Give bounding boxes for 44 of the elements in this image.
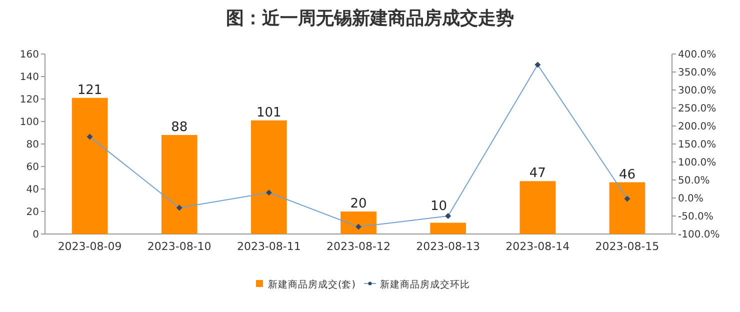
data-label: 20 (350, 196, 367, 212)
y-tick-label: 40 (26, 184, 39, 196)
bar (72, 98, 108, 234)
data-label: 10 (430, 199, 448, 214)
y2-tick-label: 100.0% (678, 158, 716, 168)
chart-title: 图：近一周无锡新建商品房成交走势 (226, 8, 514, 29)
y-tick-label: 20 (26, 207, 39, 218)
bar (430, 222, 466, 234)
x-tick-label: 2023-08-11 (236, 240, 301, 253)
y2-tick-label: 400.0% (678, 50, 716, 60)
data-label: 46 (618, 167, 636, 182)
bar (520, 181, 556, 234)
y2-tick-label: 0.0% (678, 194, 704, 204)
x-tick-label: 2023-08-10 (147, 240, 212, 253)
y2-tick-label: 50.0% (678, 176, 710, 186)
y2-tick-label: 200.0% (678, 122, 716, 132)
x-tick-label: 2023-08-14 (506, 240, 570, 253)
legend-label: 新建商品房成交(套) (268, 278, 356, 290)
legend-label: 新建商品房成交环比 (380, 278, 470, 290)
y2-tick-label: -100.0% (678, 230, 720, 240)
x-tick-label: 2023-08-12 (326, 240, 390, 253)
data-label: 88 (171, 120, 188, 135)
y2-tick-label: 250.0% (678, 104, 716, 114)
x-tick-label: 2023-08-15 (595, 240, 660, 253)
y-tick-label: 160 (20, 50, 39, 60)
y-tick-label: 100 (20, 117, 39, 128)
y-tick-label: 80 (26, 140, 39, 150)
x-tick-label: 2023-08-13 (416, 240, 480, 253)
y-tick-label: 120 (20, 94, 39, 106)
data-label: 47 (529, 166, 546, 182)
y-tick-label: 0 (32, 230, 39, 240)
y2-tick-label: -50.0% (678, 212, 714, 222)
bar (340, 212, 376, 234)
y2-tick-label: 300.0% (678, 86, 716, 96)
x-tick-label: 2023-08-09 (58, 240, 122, 253)
bar (609, 182, 646, 234)
y-tick-label: 60 (26, 162, 39, 173)
y2-tick-label: 150.0% (678, 140, 716, 150)
data-label: 121 (77, 82, 102, 98)
data-label: 101 (256, 105, 282, 120)
bar (161, 135, 198, 234)
y2-tick-label: 350.0% (678, 68, 716, 78)
bar (251, 120, 287, 234)
y-tick-label: 140 (20, 72, 39, 83)
